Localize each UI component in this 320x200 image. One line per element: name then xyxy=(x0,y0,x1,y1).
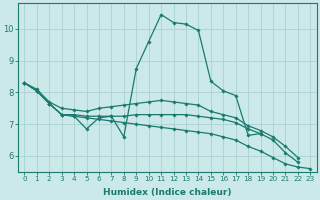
X-axis label: Humidex (Indice chaleur): Humidex (Indice chaleur) xyxy=(103,188,232,197)
